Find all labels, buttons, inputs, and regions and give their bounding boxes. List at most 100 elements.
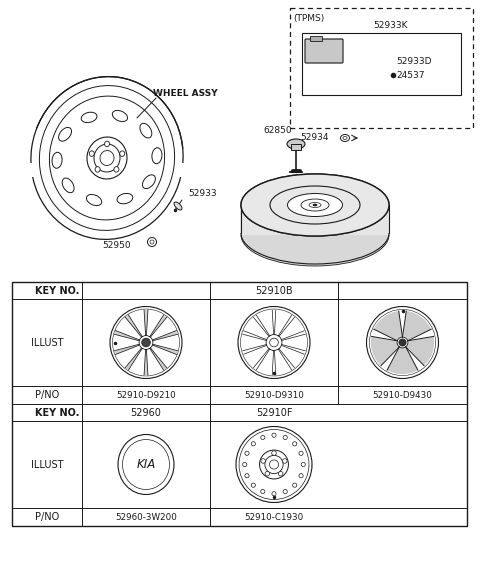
Text: 52910-D9430: 52910-D9430 [372,390,432,400]
Ellipse shape [241,198,389,260]
Circle shape [272,433,276,437]
Circle shape [269,460,278,469]
Circle shape [299,451,303,455]
Text: P/NO: P/NO [35,512,59,522]
Circle shape [399,339,406,346]
Ellipse shape [81,112,97,123]
Ellipse shape [89,151,94,156]
Ellipse shape [122,439,169,490]
Circle shape [270,338,278,347]
Ellipse shape [241,174,389,236]
Circle shape [283,435,288,439]
Ellipse shape [118,434,174,495]
Text: 52950: 52950 [102,241,131,250]
Text: (TPMS): (TPMS) [293,14,324,23]
Ellipse shape [288,193,343,217]
Circle shape [243,462,247,467]
Circle shape [265,455,283,474]
Ellipse shape [147,238,156,246]
Polygon shape [153,344,178,355]
Bar [291,144,301,150]
Text: 52960: 52960 [131,408,161,417]
Circle shape [251,483,255,487]
Ellipse shape [241,192,389,254]
Circle shape [142,338,150,347]
Bar [29,163,185,177]
Polygon shape [125,315,142,337]
Ellipse shape [309,202,321,207]
Circle shape [299,474,303,478]
Text: 52910-C1930: 52910-C1930 [244,512,304,522]
Polygon shape [150,348,167,370]
Circle shape [283,490,288,494]
Ellipse shape [87,137,127,179]
Polygon shape [150,315,167,337]
Text: 52933D: 52933D [396,56,432,66]
Text: 52960-3W200: 52960-3W200 [115,512,177,522]
Circle shape [261,490,265,494]
Text: 52934: 52934 [300,133,328,142]
Circle shape [139,336,153,349]
Ellipse shape [52,152,62,168]
Circle shape [245,451,249,455]
Circle shape [236,426,312,503]
Polygon shape [387,347,418,374]
Circle shape [266,335,282,351]
Ellipse shape [313,204,317,206]
Text: 52910-D9210: 52910-D9210 [116,390,176,400]
Polygon shape [114,344,140,355]
Text: KEY NO.: KEY NO. [35,286,79,295]
Ellipse shape [301,199,329,211]
Text: 62850: 62850 [263,126,292,135]
Polygon shape [371,336,399,366]
Ellipse shape [100,150,114,165]
Ellipse shape [105,141,109,146]
Ellipse shape [343,136,347,140]
Ellipse shape [49,96,165,220]
Circle shape [251,442,255,446]
Circle shape [245,474,249,478]
Text: KEY NO.: KEY NO. [35,408,79,417]
Ellipse shape [31,163,183,185]
Polygon shape [144,310,148,336]
Ellipse shape [86,194,102,206]
Text: 52910-D9310: 52910-D9310 [244,390,304,400]
Ellipse shape [114,166,119,172]
Ellipse shape [120,151,125,156]
Ellipse shape [31,76,183,239]
Polygon shape [403,311,431,340]
Circle shape [265,471,270,476]
Circle shape [261,435,265,439]
Ellipse shape [241,204,389,266]
Circle shape [238,307,310,378]
Polygon shape [406,336,434,366]
Circle shape [261,459,265,463]
Text: 52933K: 52933K [374,22,408,31]
Ellipse shape [59,128,72,141]
Bar [240,200,390,235]
Ellipse shape [140,123,152,138]
Text: 52910F: 52910F [256,408,292,417]
Ellipse shape [117,193,133,204]
Text: 52910B: 52910B [256,286,293,295]
Circle shape [293,442,297,446]
Ellipse shape [152,148,162,164]
Bar [12,282,467,526]
Bar [290,8,473,128]
Ellipse shape [241,174,389,236]
Ellipse shape [150,240,154,244]
Circle shape [293,483,297,487]
Circle shape [278,471,283,476]
Ellipse shape [143,175,156,189]
Polygon shape [125,348,142,370]
Text: 52933: 52933 [188,189,216,198]
Circle shape [110,307,182,378]
Circle shape [283,459,287,463]
Ellipse shape [270,186,360,224]
Ellipse shape [95,166,100,172]
Text: KIA: KIA [136,458,156,471]
Bar [310,36,322,41]
FancyBboxPatch shape [305,39,343,63]
Text: ILLUST: ILLUST [31,459,63,470]
Polygon shape [153,331,178,341]
